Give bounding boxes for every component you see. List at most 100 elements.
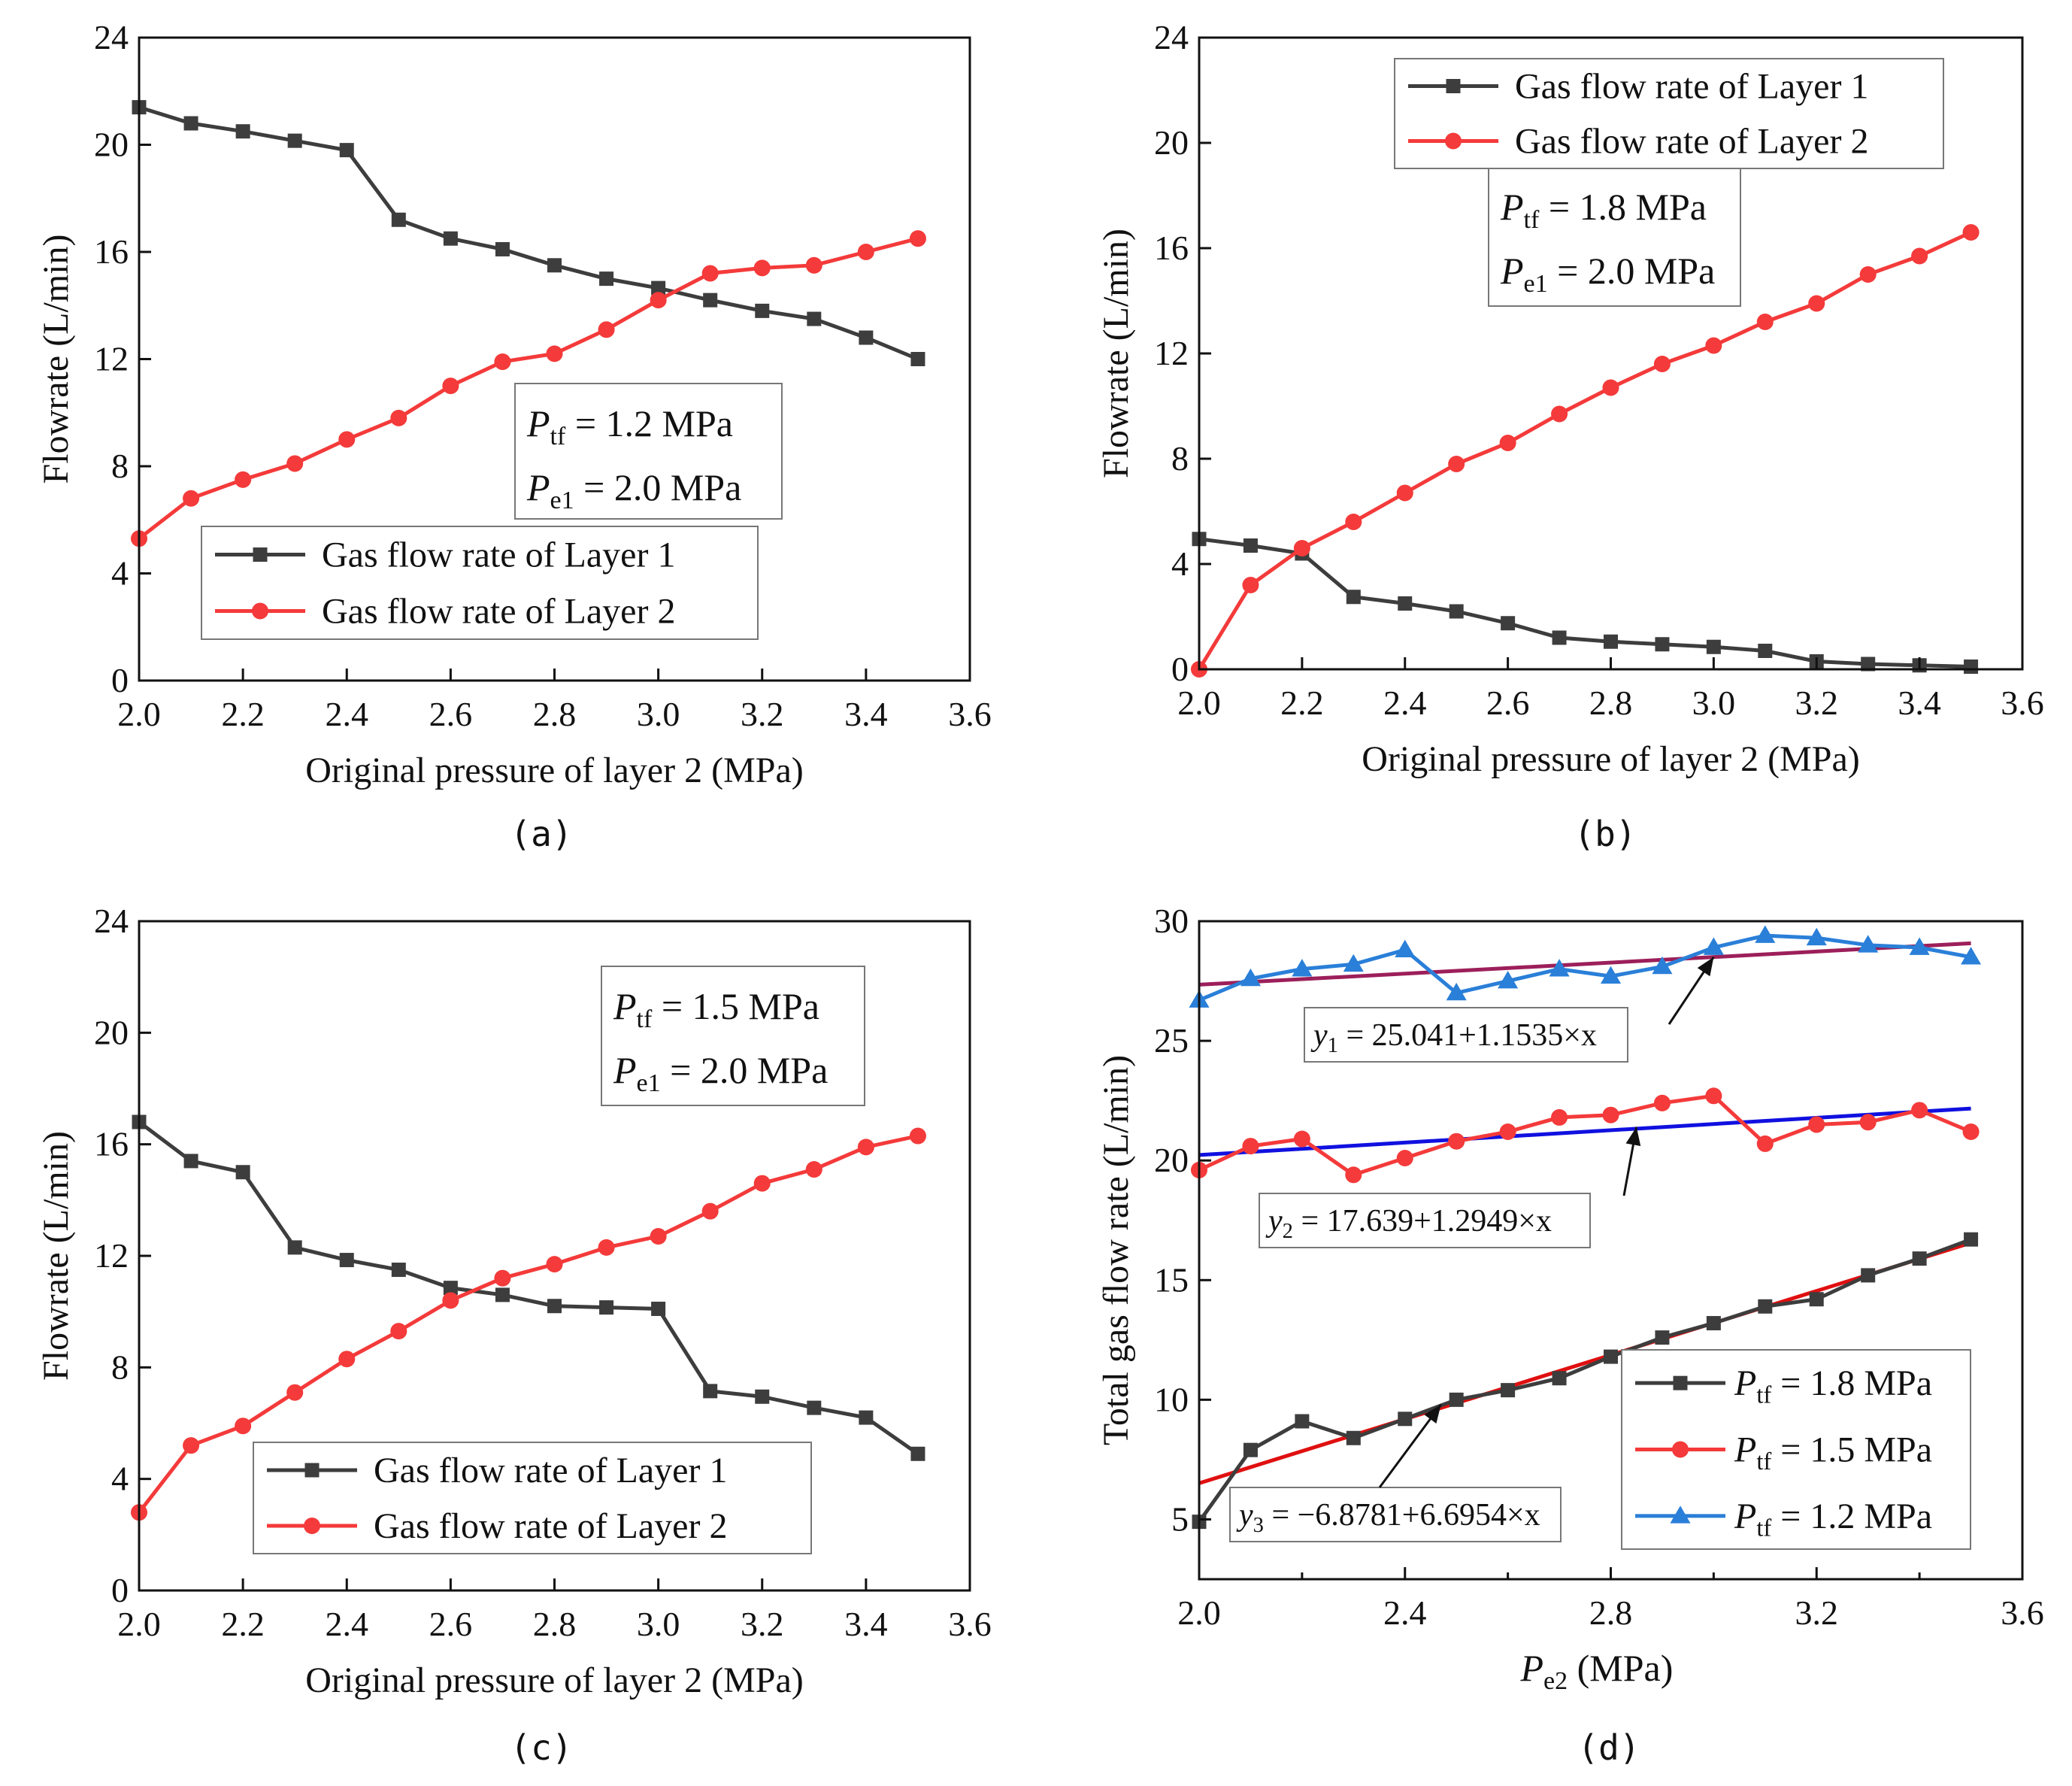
annotation-box (1488, 166, 1741, 307)
x-axis-label: Original pressure of layer 2 (MPa) (305, 750, 803, 790)
y-tick-label: 10 (1154, 1380, 1189, 1418)
annotation-ptf: Ptf = 1.5 MPa (613, 985, 819, 1033)
legend-label-2: Gas flow rate of Layer 2 (322, 592, 675, 632)
series-1-point-5 (339, 1253, 354, 1268)
series-2-point-6 (390, 409, 407, 426)
series-2-point-9 (1602, 379, 1619, 396)
series-2-point-14 (1859, 1114, 1877, 1131)
series-2-point-4 (286, 1384, 304, 1401)
legend-marker-1 (304, 1463, 320, 1478)
legend-label-2: Gas flow rate of Layer 2 (1515, 122, 1868, 162)
x-tick-label: 2.4 (1383, 1593, 1427, 1632)
fit-label-2-sub: 2 (1283, 1220, 1293, 1243)
annotation-ptf-sub: tf (1524, 206, 1540, 234)
fit-arrowhead-1 (1697, 957, 1714, 977)
series-1-point-2 (1243, 538, 1258, 553)
y-axis-label: Flowrate (L/min) (36, 235, 76, 484)
x-tick-label: 2.4 (1383, 684, 1427, 722)
x-tick-label: 2.2 (221, 695, 265, 733)
series-2-point-12 (1756, 313, 1774, 331)
legend-label-1-sub: tf (1756, 1382, 1771, 1409)
series-1-point-5 (339, 143, 354, 158)
series-2-point-7 (1499, 1123, 1516, 1141)
fit-label-2-rest: = 17.639+1.2949×x (1293, 1204, 1552, 1239)
series-3-point-14 (1858, 935, 1879, 953)
fit-label-3-var: y (1236, 1498, 1253, 1533)
legend-label-1: Ptf = 1.8 MPa (1734, 1363, 1932, 1409)
series-2-point-5 (1396, 1149, 1413, 1167)
series-2-point-16 (909, 230, 926, 247)
series-2-point-2 (1242, 576, 1259, 594)
x-tick-label: 2.2 (221, 1605, 265, 1643)
annotation-ptf: Ptf = 1.8 MPa (1500, 186, 1707, 234)
y-axis-label: Total gas flow rate (L/min) (1096, 1055, 1136, 1445)
series-2-point-2 (183, 490, 200, 507)
annotation-pe1: Pe1 = 2.0 MPa (526, 466, 741, 514)
series-1-point-10 (599, 1300, 614, 1315)
series-line-1 (139, 105, 919, 361)
y-tick-label: 20 (94, 126, 129, 164)
series-2-point-3 (1293, 539, 1310, 557)
annotation-ptf-var: P (1500, 186, 1524, 228)
legend-marker-1 (1446, 79, 1461, 93)
fit-label-3: y3 = −6.8781+6.6954×x (1236, 1498, 1540, 1537)
series-2-point-12 (701, 1202, 719, 1220)
y-tick-label: 4 (111, 554, 129, 593)
series-3-point-8 (1549, 959, 1570, 977)
y-tick-label: 8 (111, 1348, 129, 1386)
legend-label-2-sub: tf (1756, 1448, 1771, 1475)
x-tick-label: 2.8 (533, 1605, 577, 1643)
panel-caption: (d) (1577, 1727, 1640, 1768)
legend-label-1: Gas flow rate of Layer 1 (322, 535, 675, 575)
series-3-point-3 (1292, 959, 1313, 977)
series-1-point-9 (1604, 1349, 1618, 1364)
legend-box (201, 526, 759, 640)
legend-marker-3 (1670, 1506, 1691, 1524)
legend-box (253, 1442, 812, 1554)
series-2-point-9 (546, 345, 563, 362)
series-1-point-16 (910, 1446, 925, 1461)
series-2-point-12 (701, 265, 719, 282)
series-1-point-6 (1449, 1392, 1464, 1407)
fit-arrowhead-2 (1625, 1126, 1641, 1147)
legend-marker-2 (1444, 132, 1462, 150)
series-2-point-7 (442, 1292, 459, 1309)
fit-label-box-3 (1229, 1487, 1562, 1542)
series-2-point-5 (338, 431, 356, 448)
series-1-point-4 (1346, 1430, 1361, 1445)
x-axis-label: Original pressure of layer 2 (MPa) (305, 1660, 803, 1700)
series-2-point-13 (1808, 295, 1825, 312)
series-2-point-14 (805, 1161, 822, 1178)
annotation-ptf-rest: = 1.5 MPa (652, 985, 819, 1027)
series-3-point-10 (1652, 956, 1673, 975)
series-1-point-3 (235, 124, 250, 139)
series-line-2 (1199, 1093, 1972, 1178)
x-tick-label: 3.6 (2001, 684, 2044, 722)
series-1-point-13 (755, 1389, 770, 1404)
series-3-point-13 (1806, 927, 1827, 946)
series-2-point-10 (598, 321, 615, 338)
series-line-1 (1199, 1237, 1972, 1524)
series-2-point-3 (235, 1418, 252, 1435)
y-axis-label: Flowrate (L/min) (1096, 229, 1136, 478)
series-1-point-9 (547, 258, 562, 273)
series-1-point-6 (1449, 604, 1464, 619)
y-tick-label: 5 (1171, 1499, 1189, 1538)
y-tick-label: 0 (111, 1571, 129, 1609)
x-tick-label: 3.6 (2001, 1593, 2044, 1632)
y-tick-label: 24 (94, 902, 129, 940)
series-2-point-11 (650, 1228, 667, 1245)
chart-d: 2.0 2.4 2.8 3.2 3.6 5 10 15 20 25 30 Pe2 (MPa) Total… (1096, 902, 2044, 1768)
chart-b: 2.0 2.2 2.4 2.6 2.8 3.0 3.2 3.4 3.6 0 4 8 12 16 20 24 Or… (1096, 18, 2044, 854)
series-2-point-4 (286, 455, 304, 472)
series-1-point-10 (1655, 637, 1670, 652)
series-2-point-10 (598, 1239, 615, 1256)
series-2-point-3 (235, 471, 252, 488)
series-1-point-8 (1552, 1371, 1567, 1386)
fit-label-3-sub: 3 (1253, 1514, 1264, 1537)
annotation-pe1-rest: = 2.0 MPa (574, 466, 742, 508)
series-1-point-13 (755, 303, 770, 318)
series-2-point-4 (1345, 1166, 1362, 1184)
series-1-point-6 (391, 1263, 406, 1278)
series-3-point-2 (1240, 968, 1261, 987)
